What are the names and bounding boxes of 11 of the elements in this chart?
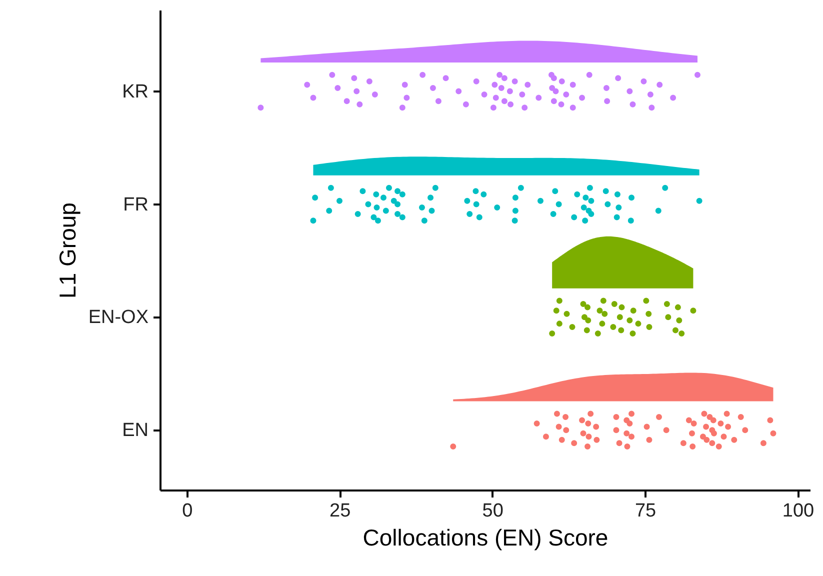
x-tick-label: 0: [182, 500, 193, 522]
y-tick-label: EN-OX: [88, 307, 149, 328]
y-axis-title: L1 Group: [54, 202, 80, 298]
y-tick-label: EN: [122, 420, 149, 442]
x-tick-label: 25: [330, 500, 351, 522]
x-axis-title: Collocations (EN) Score: [362, 524, 608, 550]
x-tick-label: 75: [634, 500, 656, 522]
y-tick-label: FR: [123, 194, 148, 216]
y-tick-label: KR: [122, 81, 149, 102]
x-tick-label: 100: [782, 500, 814, 522]
x-tick-label: 50: [482, 500, 504, 522]
